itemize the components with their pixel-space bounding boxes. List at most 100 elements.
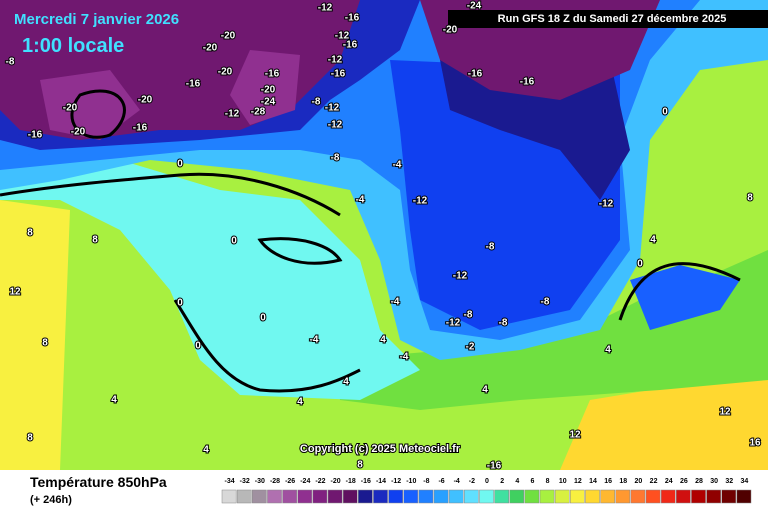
map-fields <box>0 0 768 470</box>
legend-swatch <box>494 489 509 504</box>
contour-label: -8 <box>499 318 508 329</box>
legend-label: 14 <box>589 478 597 485</box>
contour-label: 4 <box>380 335 386 346</box>
legend-swatch <box>524 489 540 504</box>
contour-label: 8 <box>42 338 48 349</box>
contour-label: -8 <box>6 57 15 68</box>
contour-lines <box>0 89 741 393</box>
legend-label: -34 <box>225 478 235 485</box>
legend-swatch <box>342 489 358 504</box>
legend-swatch <box>221 489 237 504</box>
contour-label: -8 <box>331 153 340 164</box>
contour-label: -16 <box>186 79 201 90</box>
contour-label: 4 <box>343 377 349 388</box>
contour-label: -12 <box>446 318 461 329</box>
legend-label: 30 <box>710 478 718 485</box>
legend-swatch <box>645 489 661 504</box>
contour-label: -4 <box>400 352 409 363</box>
legend-label: -24 <box>300 478 310 485</box>
legend-label: -4 <box>454 478 460 485</box>
contour-label: 4 <box>203 445 209 456</box>
contour-label: -20 <box>221 31 236 42</box>
legend-swatch <box>297 489 313 504</box>
contour-label: -20 <box>63 103 78 114</box>
contour-label: 0 <box>637 259 643 270</box>
contour-label: -16 <box>331 69 346 80</box>
legend-label: -6 <box>438 478 444 485</box>
contour-label: 4 <box>111 395 117 406</box>
contour-label: -4 <box>356 195 365 206</box>
contour-label: 0 <box>195 341 201 352</box>
legend-swatch <box>660 489 676 504</box>
contour-label: -8 <box>486 242 495 253</box>
legend-swatch <box>418 489 434 504</box>
contour-label: 0 <box>177 159 183 170</box>
legend-swatch <box>615 489 631 504</box>
forecast-lead: (+ 246h) <box>30 494 72 506</box>
legend-swatch <box>448 489 464 504</box>
contour-label: -24 <box>467 1 482 12</box>
time-title: 1:00 locale <box>22 35 124 57</box>
contour-label: 0 <box>231 236 237 247</box>
contour-label: 4 <box>650 235 656 246</box>
legend-swatch <box>433 489 449 504</box>
contour-label: -16 <box>133 123 148 134</box>
contour-label: -12 <box>599 199 614 210</box>
legend-label: -14 <box>376 478 386 485</box>
legend-label: 28 <box>695 478 703 485</box>
contour-label: -20 <box>71 127 86 138</box>
contour-label: -20 <box>138 95 153 106</box>
contour-label: 0 <box>177 298 183 309</box>
legend-swatch <box>403 489 419 504</box>
contour-label: 8 <box>27 433 33 444</box>
legend-label: -8 <box>423 478 429 485</box>
contour-label: 16 <box>749 438 761 449</box>
legend-label: 16 <box>604 478 612 485</box>
legend-label: 0 <box>485 478 489 485</box>
legend-label: -30 <box>255 478 265 485</box>
legend-swatch <box>554 489 570 504</box>
contour-label: -12 <box>328 120 343 131</box>
contour-label: -4 <box>393 160 402 171</box>
legend-swatch <box>721 489 737 504</box>
legend-label: 22 <box>650 478 658 485</box>
legend-swatch <box>267 489 282 504</box>
legend-swatch <box>479 489 494 504</box>
contour-label: -4 <box>391 297 400 308</box>
contour-label: 0 <box>260 313 266 324</box>
contour-label: 8 <box>27 228 33 239</box>
legend-label: 26 <box>680 478 688 485</box>
legend-label: -18 <box>346 478 356 485</box>
contour-label: -20 <box>443 25 458 36</box>
contour-label: -12 <box>325 103 340 114</box>
legend-swatch <box>282 489 297 504</box>
legend-label: 20 <box>635 478 643 485</box>
contour-labels: -20 -12 -16 -12 -16 -8 -20 -16 -12 -16 -20 -24 -20 -1… <box>5 0 762 473</box>
contour-label: 8 <box>92 235 98 246</box>
copyright: Copyright (c) 2025 Meteociel.fr <box>300 443 461 455</box>
legend-label: -20 <box>331 478 341 485</box>
contour-label: 4 <box>297 397 303 408</box>
legend-swatch <box>236 489 252 504</box>
contour-label: -20 <box>218 67 233 78</box>
legend-label: 18 <box>619 478 627 485</box>
contour-label: -8 <box>541 297 550 308</box>
legend-label: 2 <box>500 478 504 485</box>
legend-label: -26 <box>285 478 295 485</box>
run-info: Run GFS 18 Z du Samedi 27 décembre 2025 <box>498 13 727 25</box>
legend-swatch <box>464 489 479 504</box>
legend-swatch <box>312 489 328 504</box>
legend-swatch <box>600 489 615 504</box>
contour-label: -16 <box>468 69 483 80</box>
legend-swatch <box>539 489 555 504</box>
legend-swatch <box>388 489 403 504</box>
legend-swatch <box>358 489 373 504</box>
legend-swatch <box>252 489 267 504</box>
legend-label: -22 <box>315 478 325 485</box>
legend-label: 10 <box>559 478 567 485</box>
contour-label: -12 <box>225 109 240 120</box>
contour-label: -4 <box>310 335 319 346</box>
contour-label: -16 <box>520 77 535 88</box>
contour-label: -16 <box>487 461 502 472</box>
legend-label: -2 <box>469 478 475 485</box>
